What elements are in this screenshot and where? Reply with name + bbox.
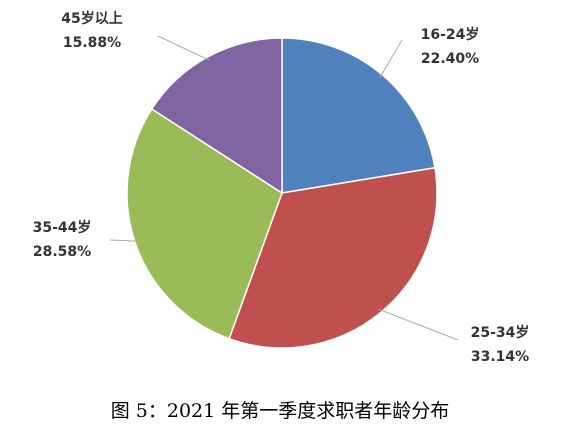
value-label: 28.58% [33, 244, 91, 260]
category-label: 25-34岁 [471, 324, 530, 341]
pie-slice [281, 37, 436, 194]
chart-title: 图 5：2021 年第一季度求职者年龄分布 [111, 400, 450, 422]
value-label: 33.14% [471, 349, 529, 365]
category-label: 16-24岁 [421, 26, 480, 43]
pie-slice [126, 107, 283, 340]
pie-slice [228, 166, 438, 349]
leader-line [157, 35, 210, 61]
pie-slice [150, 37, 283, 195]
value-label: 22.40% [421, 51, 479, 67]
value-label: 15.88% [63, 35, 121, 51]
leader-line [379, 39, 403, 79]
category-label: 35-44岁 [33, 219, 92, 236]
category-label: 45岁以上 [61, 10, 122, 27]
leader-line [378, 308, 459, 341]
leader-line [109, 239, 139, 242]
